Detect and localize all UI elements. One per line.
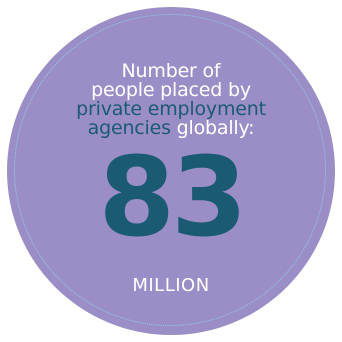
heading-line-4: agencies globally: xyxy=(0,119,342,138)
heading-globally: globally: xyxy=(170,117,255,139)
heading-line-2: people placed by xyxy=(91,79,251,101)
heading-line-1: Number of xyxy=(121,60,221,82)
heading-line-3: private employment xyxy=(76,98,266,120)
stat-value: 83 xyxy=(98,133,247,261)
stat-heading: Number of people placed by private emplo… xyxy=(0,62,342,138)
stat-unit: MILLION xyxy=(132,275,210,296)
dotted-ring xyxy=(14,14,326,326)
heading-accent-agencies: agencies xyxy=(87,117,171,139)
